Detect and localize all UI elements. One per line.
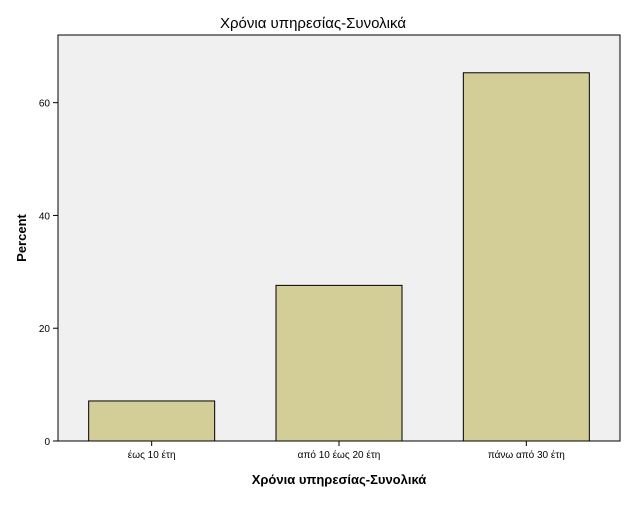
y-tick-label: 60 xyxy=(39,99,51,110)
y-axis-title: Percent xyxy=(14,213,29,261)
x-tick-label: έως 10 έτη xyxy=(128,449,176,461)
bar-1 xyxy=(275,284,403,442)
y-tick-label: 20 xyxy=(39,324,51,335)
bar-2 xyxy=(462,72,590,442)
x-tick-label: από 10 έως 20 έτη xyxy=(298,449,381,461)
y-tick-label: 0 xyxy=(44,437,50,448)
chart-title: Χρόνια υπηρεσίας-Συνολικά xyxy=(220,15,406,32)
x-axis-title: Χρόνια υπηρεσίας-Συνολικά xyxy=(252,472,427,487)
y-tick-label: 40 xyxy=(39,211,51,222)
bar-0 xyxy=(88,400,216,442)
bars-layer xyxy=(88,72,590,442)
x-ticks: έως 10 έτη από 10 έως 20 έτη πάνω από 30 έ… xyxy=(128,441,565,461)
x-tick-label: πάνω από 30 έτη xyxy=(488,449,565,461)
y-ticks: 0 20 40 60 xyxy=(39,99,58,448)
